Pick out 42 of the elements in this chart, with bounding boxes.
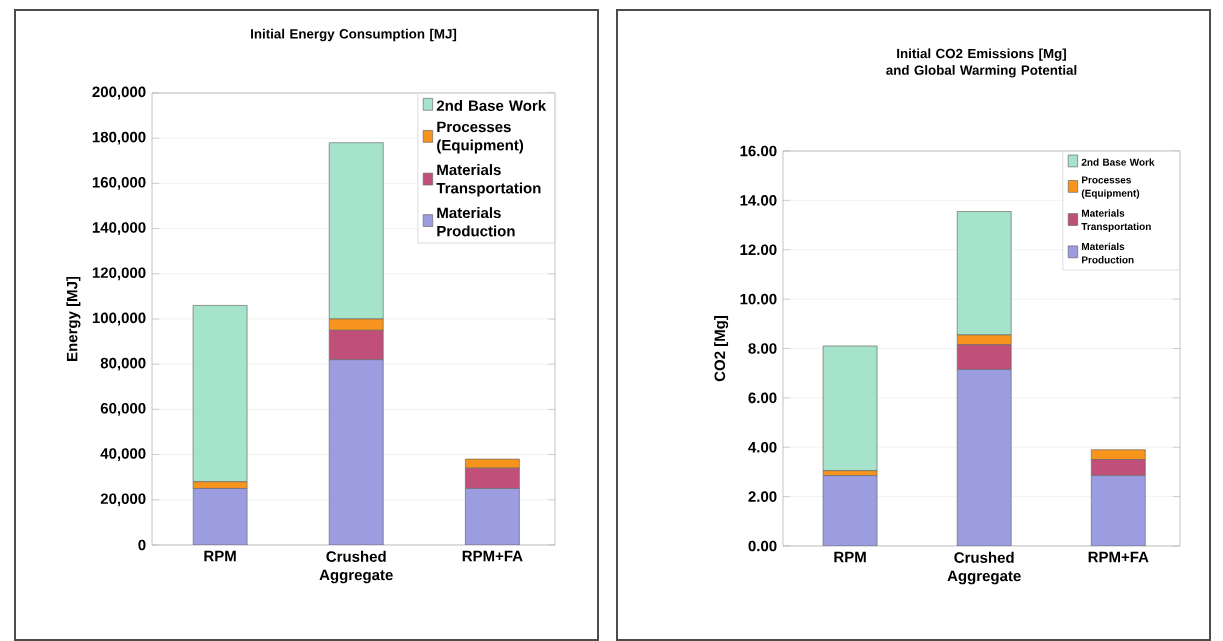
y-tick-label: 10.00 (740, 293, 777, 305)
legend-label: 2nd Base Work (1081, 158, 1155, 166)
chart-title: Initial Energy Consumption [MJ] (251, 28, 457, 42)
legend-label: Processes (Equipment) (1081, 176, 1140, 199)
y-tick-label: 120,000 (92, 267, 146, 281)
x-tick-label: RPM+FA (462, 550, 523, 562)
legend-label: Materials Production (1082, 242, 1134, 264)
y-axis-title: CO2 [Mg] (714, 316, 729, 382)
y-tick-label: 2.00 (748, 491, 777, 502)
y-tick-label: 160,000 (92, 176, 146, 190)
bar (822, 475, 878, 546)
y-tick-label: 60,000 (100, 402, 146, 416)
bar (956, 369, 1012, 546)
legend-label: Processes (Equipment) (437, 121, 524, 154)
x-tick-label: RPM (834, 551, 866, 563)
y-tick-label: 180,000 (92, 131, 146, 145)
legend-label: Materials Production (437, 207, 515, 237)
y-tick-label: 40,000 (100, 448, 146, 461)
y-tick-label: 14.00 (740, 195, 777, 206)
legend-label: Materials Transportation (436, 164, 541, 197)
y-tick-label: 12.00 (740, 244, 777, 256)
legend-label: 2nd Base Work (436, 99, 547, 112)
y-tick-label: 0.00 (748, 540, 777, 552)
y-tick-label: 140,000 (92, 222, 146, 235)
bar (822, 345, 878, 472)
y-tick-label: 100,000 (92, 312, 146, 326)
y-tick-label: 6.00 (748, 392, 777, 404)
x-tick-label: Crushed Aggregate (319, 550, 393, 584)
y-axis-title: Energy [MJ] (66, 276, 81, 361)
x-tick-label: RPM+FA (1088, 551, 1149, 563)
y-tick-label: 16.00 (740, 145, 777, 157)
x-tick-label: Crushed Aggregate (947, 551, 1021, 585)
y-tick-label: 20,000 (100, 493, 146, 507)
y-tick-label: 0 (138, 539, 146, 551)
y-tick-label: 200,000 (92, 86, 146, 100)
x-tick-label: RPM (204, 550, 236, 562)
y-tick-label: 8.00 (748, 343, 777, 354)
y-tick-label: 4.00 (748, 441, 777, 453)
chart-title: Initial CO2 Emissions [Mg] and Global Warming Potential (886, 48, 1077, 78)
legend-label: Materials Transportation (1081, 209, 1151, 233)
y-tick-label: 80,000 (100, 357, 146, 371)
bar (1090, 475, 1146, 546)
